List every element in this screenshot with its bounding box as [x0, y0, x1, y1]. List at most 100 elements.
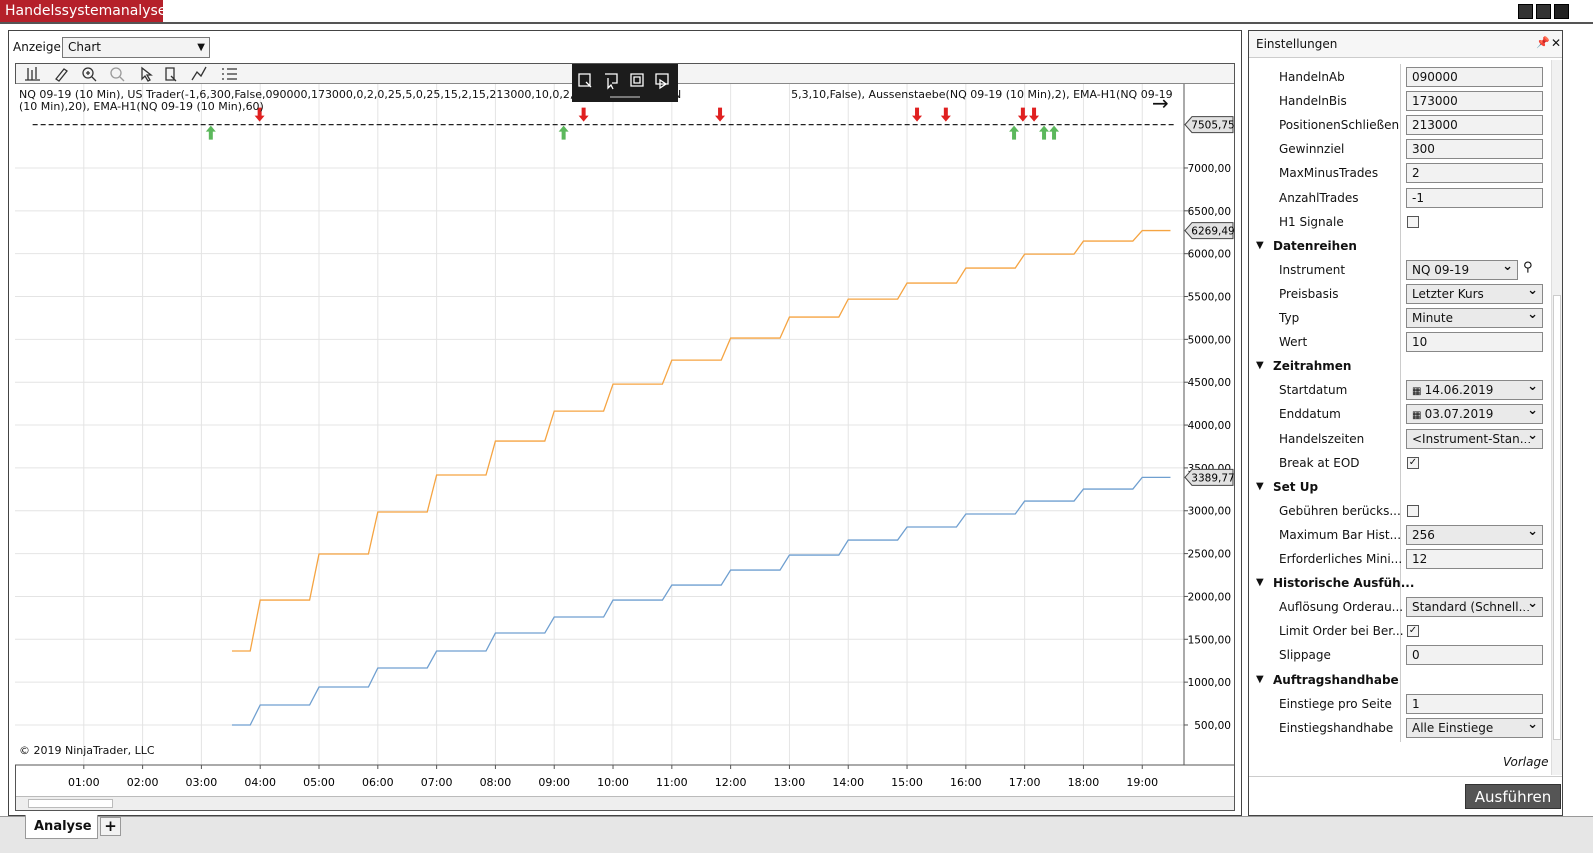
price-badge-label: 3389,77: [1191, 472, 1234, 484]
text-input[interactable]: 300: [1406, 139, 1543, 160]
dropdown[interactable]: <Instrument-Stan... ⌄: [1406, 428, 1543, 449]
chart-scrollbar[interactable]: [16, 796, 1234, 810]
series-line: [231, 476, 1171, 726]
text-input[interactable]: 090000: [1406, 67, 1543, 87]
copyright: © 2019 NinjaTrader, LLC: [19, 744, 155, 757]
scroll-thumb[interactable]: [28, 799, 113, 808]
chevron: ⌄: [1524, 429, 1538, 442]
x-tick-label: 03:00: [186, 776, 218, 789]
exit-marker: [1017, 107, 1028, 122]
section-header[interactable]: Datenreihen: [1273, 238, 1357, 253]
window-title: Handelssystemanalyse: [0, 0, 166, 22]
section-header[interactable]: Auftragshandhabe: [1273, 672, 1399, 687]
checkbox[interactable]: ✓: [1407, 625, 1419, 638]
settings-title: Einstellungen: [1256, 37, 1338, 51]
y-tick-label: 4000,00: [1188, 420, 1231, 432]
y-tick-label: 6500,00: [1188, 206, 1231, 218]
section-header[interactable]: Zeitrahmen: [1273, 359, 1352, 374]
x-tick-label: 18:00: [1068, 776, 1100, 789]
section-toggle[interactable]: ▼: [1256, 239, 1264, 251]
exit-marker: [940, 107, 951, 122]
property-value: <Instrument-Stan...: [1412, 431, 1532, 446]
chevron: ⌄: [1524, 598, 1538, 611]
add-tab[interactable]: +: [100, 817, 121, 836]
text-input[interactable]: 12: [1406, 549, 1543, 569]
run-button[interactable]: Ausführen: [1465, 784, 1561, 809]
display-label: Anzeige: [13, 40, 61, 54]
text-input[interactable]: 213000: [1406, 115, 1543, 136]
search-icon[interactable]: ⚲: [1523, 259, 1533, 275]
chart-tool-icons[interactable]: [16, 64, 256, 84]
text-input[interactable]: 1: [1406, 693, 1543, 714]
section-toggle[interactable]: ▼: [1256, 360, 1264, 372]
scroll-thumb[interactable]: [1553, 295, 1561, 740]
property-value: 213000: [1412, 118, 1458, 133]
nav-arrow[interactable]: →: [1152, 91, 1169, 115]
property-value: 0: [1412, 648, 1420, 663]
property-value: 12: [1412, 552, 1428, 566]
template-link[interactable]: Vorlage: [1503, 755, 1549, 769]
tab[interactable]: Analyse: [25, 815, 98, 839]
close-panel[interactable]: ✕: [1551, 36, 1562, 50]
text-input[interactable]: 0: [1406, 645, 1543, 666]
floating-icons[interactable]: [572, 64, 678, 102]
checkbox[interactable]: ✓: [1407, 456, 1419, 469]
property-label: Einstiegshandhabe: [1279, 720, 1394, 735]
dropdown[interactable]: Letzter Kurs ⌄: [1406, 283, 1543, 304]
property-label: Maximum Bar Hist...: [1279, 527, 1402, 542]
dropdown[interactable]: Alle Einstiege ⌄: [1406, 717, 1543, 738]
column-separator: [1400, 64, 1401, 742]
x-tick-label: 06:00: [362, 776, 394, 789]
property-label: Erforderliches Mini...: [1279, 552, 1403, 566]
display-select[interactable]: Chart ▼: [62, 37, 210, 58]
property-value: 10: [1412, 335, 1428, 350]
dropdown[interactable]: NQ 09-19 ⌄: [1406, 259, 1518, 280]
exit-marker: [715, 107, 726, 122]
minimize-button[interactable]: [1518, 4, 1533, 19]
checkbox[interactable]: [1407, 215, 1419, 228]
property-label: HandelnBis: [1279, 94, 1347, 109]
entry-marker: [1049, 125, 1060, 140]
entry-marker: [205, 125, 216, 140]
pin-icon[interactable]: 📌: [1536, 36, 1550, 49]
x-tick-label: 11:00: [656, 776, 688, 789]
dropdown[interactable]: ▦ 03.07.2019 ⌄: [1406, 404, 1543, 425]
section-toggle[interactable]: ▼: [1256, 577, 1264, 589]
section-header[interactable]: Historische Ausfüh...: [1273, 576, 1415, 591]
y-tick-label: 2000,00: [1188, 591, 1231, 603]
text-input[interactable]: 173000: [1406, 91, 1543, 112]
property-label: Enddatum: [1279, 407, 1341, 422]
restore-button[interactable]: [1536, 4, 1551, 19]
chevron: ⌄: [1499, 260, 1513, 273]
entry-marker: [558, 125, 569, 140]
x-tick-label: 19:00: [1126, 776, 1158, 789]
property-value: Letzter Kurs: [1412, 286, 1484, 301]
y-tick-label: 2500,00: [1188, 549, 1231, 561]
close-button[interactable]: [1554, 4, 1569, 19]
property-label: Preisbasis: [1279, 286, 1339, 301]
floating-toolbar[interactable]: [572, 64, 678, 102]
dropdown[interactable]: 256 ⌄: [1406, 524, 1543, 545]
x-tick-label: 02:00: [127, 776, 159, 789]
chevron: ⌄: [1524, 718, 1538, 731]
property-label: Gebühren berücks...: [1279, 503, 1401, 518]
exit-marker: [1029, 107, 1040, 122]
x-tick-label: 04:00: [244, 776, 276, 789]
section-toggle[interactable]: ▼: [1256, 480, 1264, 492]
section-toggle[interactable]: ▼: [1256, 673, 1264, 685]
property-value: 03.07.2019: [1424, 407, 1494, 422]
x-tick-label: 09:00: [538, 776, 570, 789]
dropdown[interactable]: Minute ⌄: [1406, 308, 1543, 328]
price-badge: [1184, 468, 1234, 486]
dropdown[interactable]: ▦ 14.06.2019 ⌄: [1406, 380, 1543, 401]
x-tick-label: 14:00: [832, 776, 864, 789]
checkbox[interactable]: [1407, 504, 1419, 517]
settings-scrollbar[interactable]: [1551, 60, 1562, 775]
section-header[interactable]: Set Up: [1273, 479, 1319, 494]
x-tick-label: 10:00: [597, 776, 629, 789]
chart-plot: 01:00 02:00 03:00 04:00 05:00 06:00 07:00 08:00…: [15, 84, 1234, 789]
text-input[interactable]: 2: [1406, 163, 1543, 184]
text-input[interactable]: -1: [1406, 187, 1543, 208]
text-input[interactable]: 10: [1406, 332, 1543, 353]
dropdown[interactable]: Standard (Schnell... ⌄: [1406, 597, 1543, 618]
